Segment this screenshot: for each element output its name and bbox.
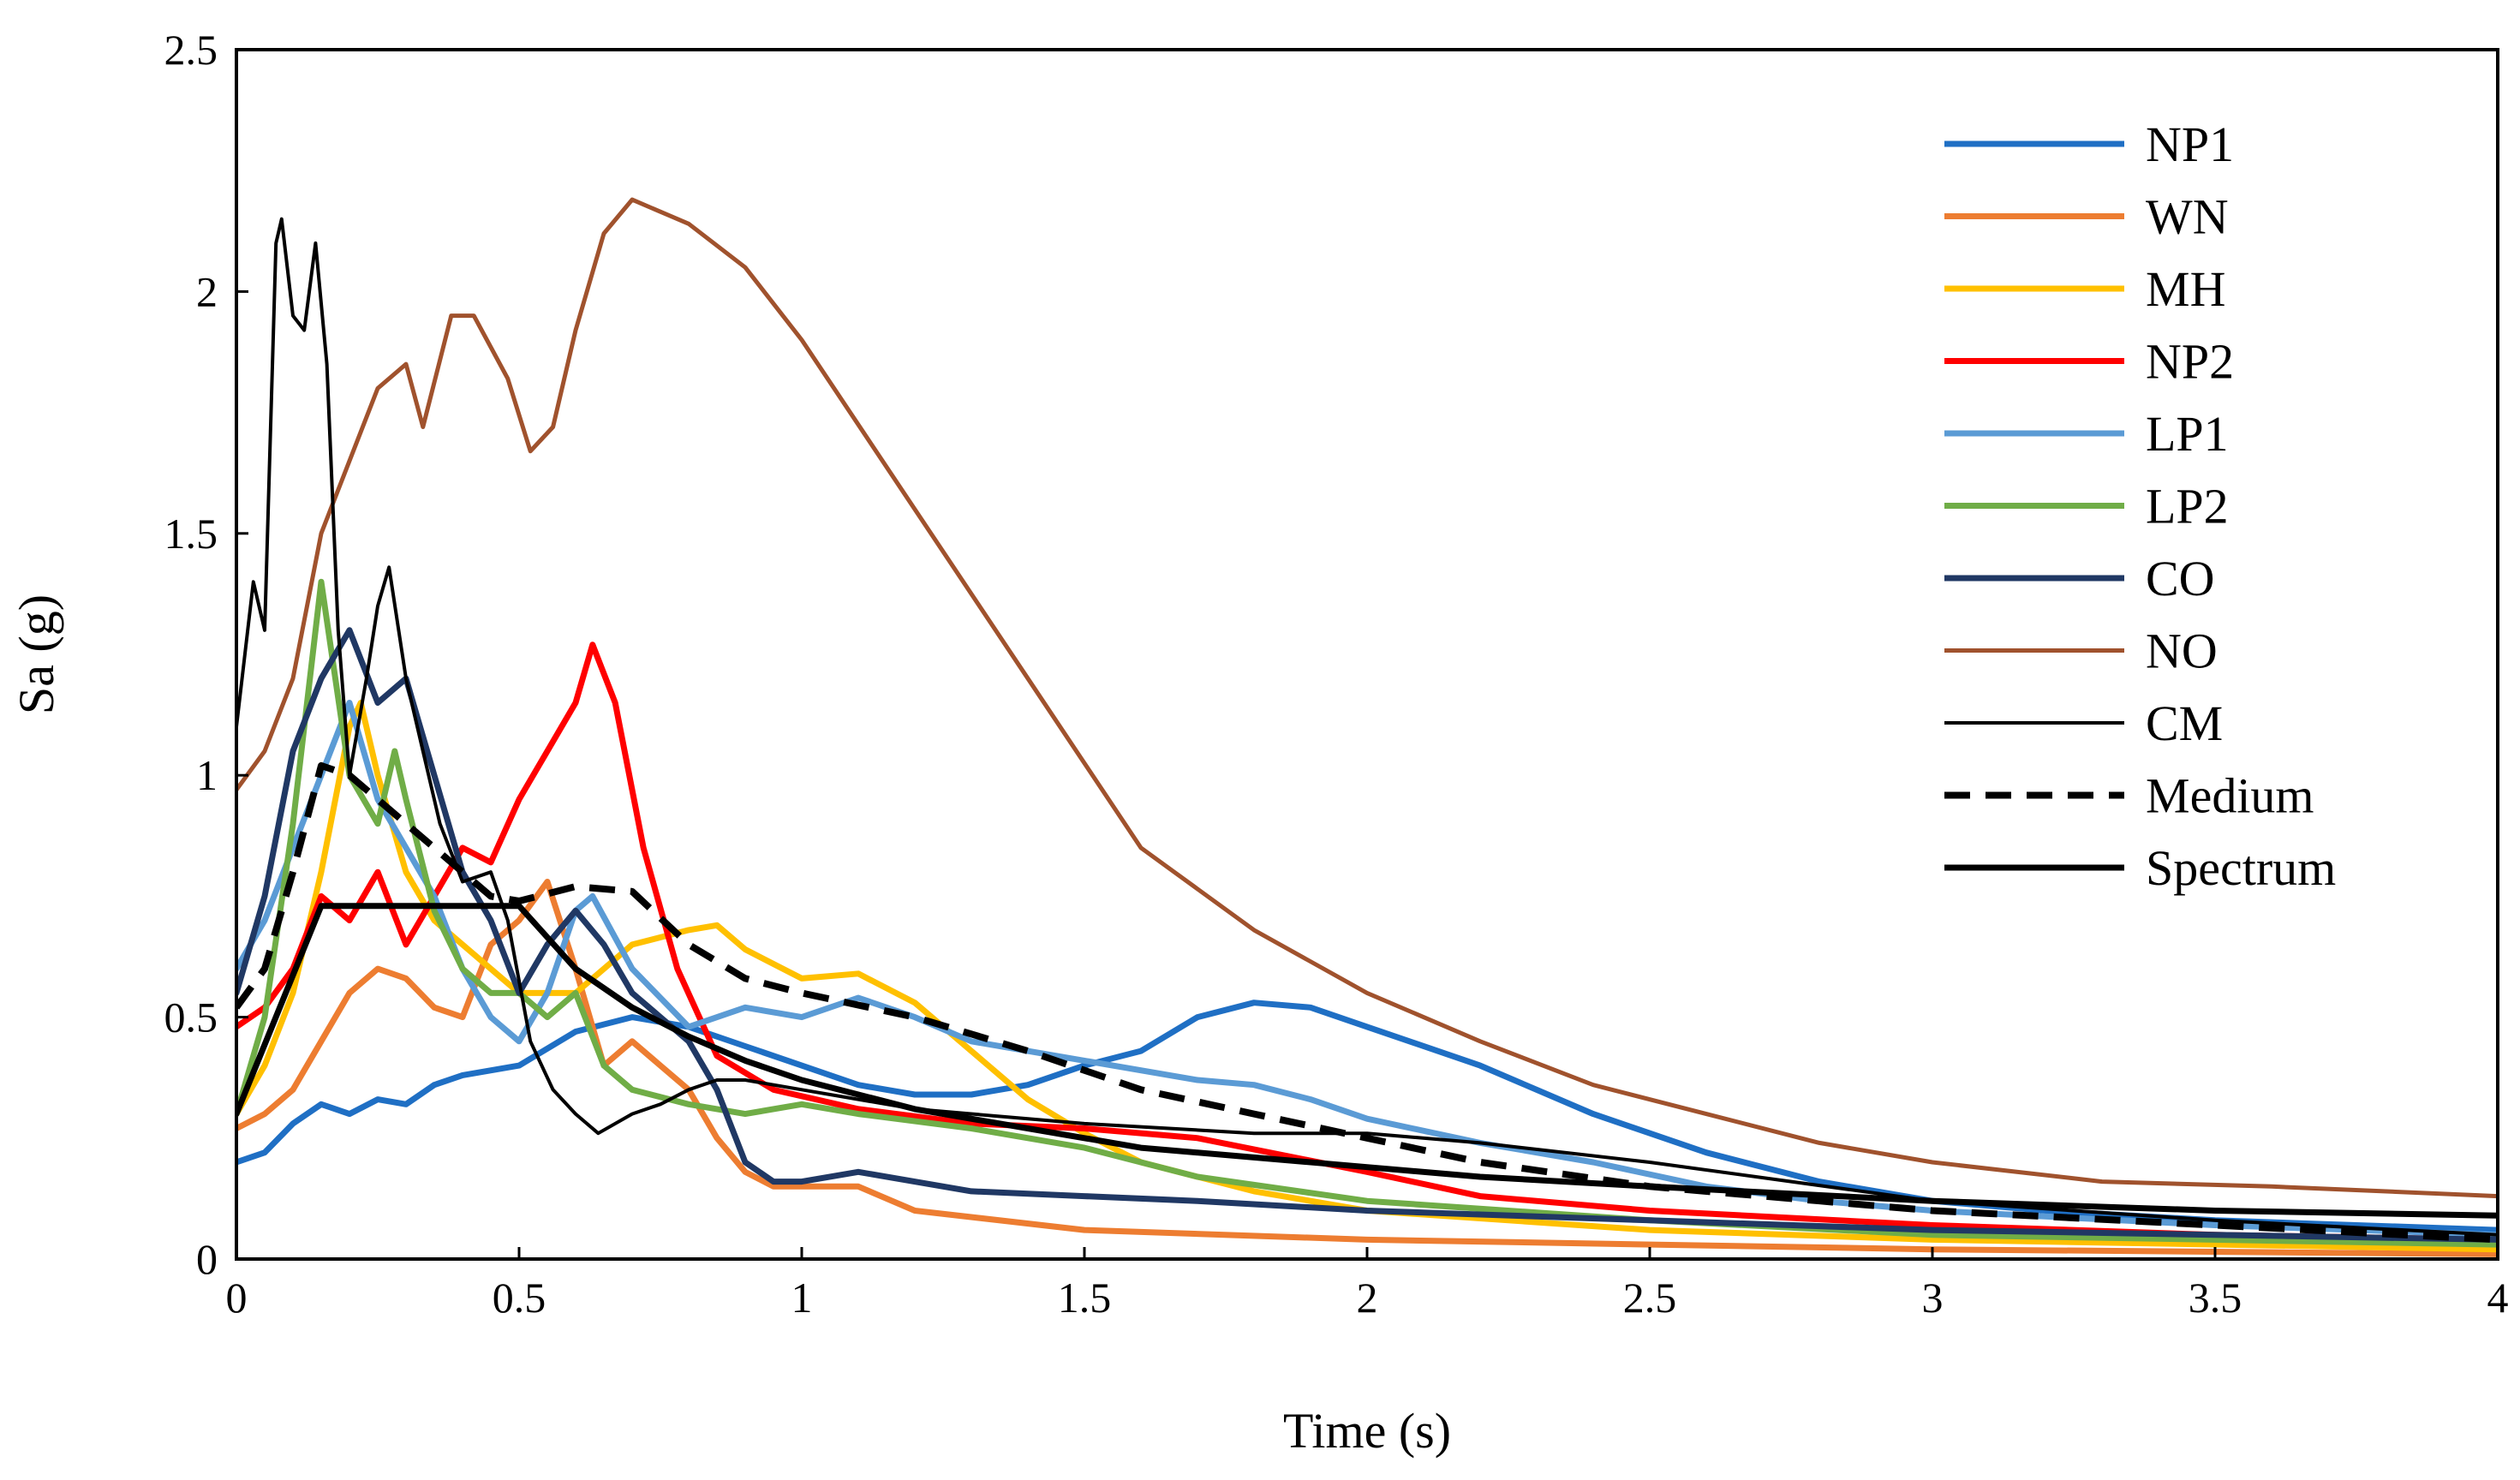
series-line-np1 [236,1000,2498,1233]
series-line-co [236,627,2498,1243]
legend-label-np2: NP2 [2146,334,2234,390]
x-tick-label: 4 [2487,1274,2509,1322]
y-tick-label: 0 [196,1235,218,1283]
legend-label-no: NO [2146,624,2218,679]
x-axis-title: Time (s) [1283,1403,1451,1459]
legend: NP1 WN MH NP2 LP1 LP2 CO NO CM Medium Spectrum [1944,116,2336,896]
y-tick-label: 0.5 [164,994,218,1041]
legend-label-cm: CM [2146,695,2223,751]
legend-label-np1: NP1 [2146,116,2234,172]
series-line-np2 [236,642,2498,1243]
series-line-cm [236,217,2498,1237]
y-tick-label: 2.5 [164,26,218,74]
x-tick-label: 2.5 [1623,1274,1677,1322]
legend-label-wn: WN [2146,189,2229,245]
x-tick-label: 2 [1357,1274,1378,1322]
y-tick-label: 2 [196,267,218,315]
x-tick-label: 1.5 [1058,1274,1112,1322]
series-line-spectrum [236,903,2498,1219]
x-tick-label: 3 [1922,1274,1944,1322]
x-tick-label: 0 [226,1274,248,1322]
series-line-no [236,197,2498,1199]
legend-label-spectrum: Spectrum [2146,840,2336,896]
series-line-medium [236,761,2498,1244]
y-tick-label: 1 [196,751,218,799]
legend-label-co: CO [2146,551,2215,606]
series-line-lp2 [236,578,2498,1248]
legend-label-lp1: LP1 [2146,406,2229,462]
legend-label-lp2: LP2 [2146,479,2229,534]
y-tick-label: 1.5 [164,510,218,558]
x-tick-label: 0.5 [493,1274,546,1322]
legend-label-mh: MH [2146,261,2225,317]
y-axis-title: Sa (g) [9,594,64,714]
series-layer [236,197,2498,1257]
x-tick-label: 1 [791,1274,813,1322]
series-line-lp1 [236,700,2498,1238]
axis-ticks: 0 0.5 1 1.5 2 2.5 3 3.5 4 0 0.5 1 1.5 2 2.5 [164,26,2509,1322]
legend-label-medium: Medium [2146,768,2314,824]
x-tick-label: 3.5 [2189,1274,2242,1322]
